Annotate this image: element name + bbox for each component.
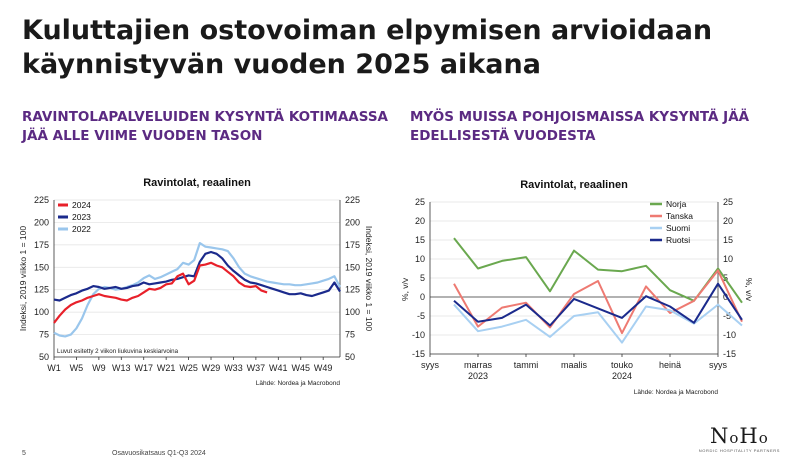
logo-tagline: NORDIC HOSPITALITY PARTNERS <box>698 448 780 453</box>
y-tick-label-right: 125 <box>345 285 360 295</box>
y-tick-label-left: 200 <box>34 217 49 227</box>
chart-note: Luvut esitetty 2 viikon liukuvina keskia… <box>57 348 179 355</box>
y-axis-title-left: %, v/v <box>400 277 410 301</box>
series-line-Tanska <box>453 269 743 335</box>
y-tick-label-right: 225 <box>345 195 360 205</box>
left-section-heading: RAVINTOLAPALVELUIDEN KYSYNTÄ KOTIMAASSA … <box>22 109 389 144</box>
series-line-Norja <box>453 237 743 304</box>
x-tick-label: W49 <box>314 363 333 373</box>
series-line-Ruotsi <box>453 282 743 327</box>
x-tick-label: W45 <box>291 363 310 373</box>
x-tick-label: W29 <box>202 363 221 373</box>
y-tick-label-right: 25 <box>723 197 733 207</box>
y-tick-label-left: -15 <box>412 349 425 359</box>
y-tick-label-left: 15 <box>415 235 425 245</box>
domestic-restaurants-index-chart: Ravintolat, reaalinen 50 50 75 75 100 100 125 12… <box>18 177 374 387</box>
y-tick-label-right: 15 <box>723 235 733 245</box>
y-tick-label-left: 100 <box>34 307 49 317</box>
y-tick-label-right: 10 <box>723 254 733 264</box>
x-tick-label: syys <box>421 360 440 370</box>
legend-label-2024: 2024 <box>72 200 91 210</box>
y-tick-label-right: 150 <box>345 262 360 272</box>
y-tick-label-right: -5 <box>723 311 731 321</box>
y-tick-label-left: -5 <box>417 311 425 321</box>
y-tick-label-left: -10 <box>412 330 425 340</box>
y-tick-label-left: 150 <box>34 262 49 272</box>
chart-source: Lähde: Nordea ja Macrobond <box>634 389 719 396</box>
legend-label-Suomi: Suomi <box>666 223 690 233</box>
x-tick-label: touko <box>611 360 633 370</box>
x-tick-year: 2024 <box>612 371 632 381</box>
page-number: 5 <box>22 450 26 457</box>
y-tick-label-left: 125 <box>34 285 49 295</box>
y-tick-label-left: 25 <box>415 197 425 207</box>
legend-label-2023: 2023 <box>72 212 91 222</box>
x-tick-label: maalis <box>561 360 588 370</box>
x-tick-label: W1 <box>47 363 61 373</box>
legend-label-2022: 2022 <box>72 224 91 234</box>
right-section-heading: MYÖS MUISSA POHJOISMAISSA KYSYNTÄ JÄÄ ED… <box>410 109 750 144</box>
x-tick-label: W9 <box>92 363 106 373</box>
y-tick-label-left: 225 <box>34 195 49 205</box>
series-line-2023 <box>53 250 341 302</box>
legend-label-Ruotsi: Ruotsi <box>666 235 690 245</box>
logo-wordmark: NoHo <box>709 424 769 448</box>
series-line-2024 <box>53 261 268 324</box>
y-tick-label-left: 5 <box>420 273 425 283</box>
x-tick-label: W33 <box>224 363 243 373</box>
x-tick-label: W17 <box>134 363 153 373</box>
y-tick-label-left: 10 <box>415 254 425 264</box>
y-tick-label-left: 175 <box>34 240 49 250</box>
y-tick-label-right: 75 <box>345 330 355 340</box>
y-tick-label-left: 50 <box>39 352 49 362</box>
x-tick-label: heinä <box>659 360 681 370</box>
y-axis-title-right: %, v/v <box>744 278 754 302</box>
y-tick-label-right: -10 <box>723 330 736 340</box>
x-tick-year: 2023 <box>468 371 488 381</box>
x-tick-label: tammi <box>514 360 539 370</box>
x-tick-label: W21 <box>157 363 176 373</box>
x-tick-label: W37 <box>247 363 266 373</box>
y-axis-title-left: Indeksi, 2019 viikko 1 = 100 <box>18 226 28 331</box>
footer-caption: Osavuosikatsaus Q1-Q3 2024 <box>112 450 206 457</box>
y-tick-label-right: 20 <box>723 216 733 226</box>
x-tick-label: syys <box>709 360 728 370</box>
x-tick-label: W25 <box>179 363 198 373</box>
legend-label-Tanska: Tanska <box>666 211 693 221</box>
y-tick-label-right: 50 <box>345 352 355 362</box>
x-tick-label: W41 <box>269 363 288 373</box>
x-tick-label: W13 <box>112 363 131 373</box>
chart-title: Ravintolat, reaalinen <box>520 179 628 191</box>
y-tick-label-right: 200 <box>345 217 360 227</box>
y-axis-title-right: Indeksi, 2019 viikko 1 = 100 <box>364 226 374 331</box>
nordic-restaurants-yoy-chart: Ravintolat, reaalinen -15 -15 -10 -10 -5 -5 0 0 5… <box>400 179 754 396</box>
legend-label-Norja: Norja <box>666 199 687 209</box>
noho-logo: NoHo NORDIC HOSPITALITY PARTNERS <box>698 424 780 454</box>
y-tick-label-left: 20 <box>415 216 425 226</box>
page-title: Kuluttajien ostovoiman elpymisen arvioid… <box>22 15 713 80</box>
y-tick-label-left: 0 <box>420 292 425 302</box>
y-tick-label-left: 75 <box>39 330 49 340</box>
chart-source: Lähde: Nordea ja Macrobond <box>256 380 341 387</box>
x-tick-label: marras <box>464 360 493 370</box>
y-tick-label-right: 175 <box>345 240 360 250</box>
y-tick-label-right: 100 <box>345 307 360 317</box>
chart-title: Ravintolat, reaalinen <box>143 177 251 189</box>
y-tick-label-right: -15 <box>723 349 736 359</box>
y-tick-label-right: 0 <box>723 292 728 302</box>
x-tick-label: W5 <box>70 363 84 373</box>
